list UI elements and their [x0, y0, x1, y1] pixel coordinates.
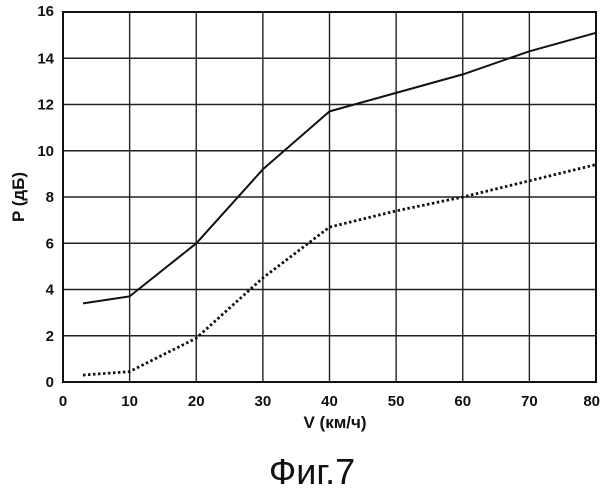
- x-tick-label: 30: [255, 393, 272, 410]
- y-tick-labels: 0 2 4 6 8 10 12 14 16: [37, 3, 54, 391]
- y-tick-label: 10: [37, 143, 54, 160]
- gridlines: [63, 12, 596, 382]
- y-tick-label: 6: [46, 235, 54, 252]
- y-tick-label: 4: [46, 282, 55, 299]
- x-tick-label: 0: [59, 393, 67, 410]
- y-tick-label: 0: [46, 374, 54, 391]
- x-tick-label: 80: [583, 393, 600, 410]
- solid-series-line: [83, 33, 596, 304]
- x-tick-labels: 0 10 20 30 40 50 60 70 80: [59, 393, 600, 410]
- y-tick-label: 2: [46, 328, 54, 345]
- y-tick-label: 12: [37, 97, 54, 114]
- x-tick-label: 40: [321, 393, 338, 410]
- dotted-series-line: [83, 165, 596, 376]
- series-group: [83, 33, 596, 375]
- y-tick-label: 14: [37, 50, 54, 67]
- x-tick-label: 60: [454, 393, 471, 410]
- x-tick-label: 20: [188, 393, 205, 410]
- y-tick-label: 16: [37, 3, 54, 20]
- y-tick-label: 8: [46, 189, 54, 206]
- x-tick-label: 10: [121, 393, 138, 410]
- x-tick-label: 50: [388, 393, 405, 410]
- figure-caption: Фиг.7: [269, 451, 355, 492]
- y-axis-label: P (дБ): [9, 172, 28, 222]
- x-tick-label: 70: [521, 393, 538, 410]
- x-axis-label: V (км/ч): [303, 413, 366, 432]
